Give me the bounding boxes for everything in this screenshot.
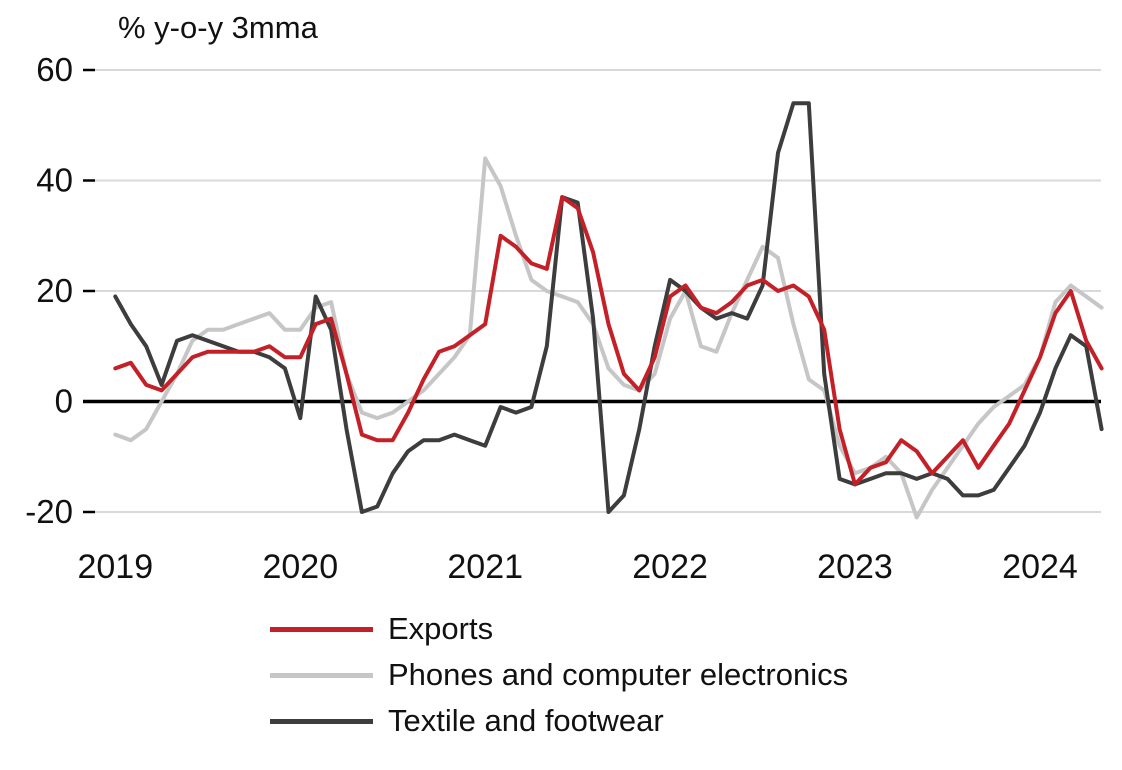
exports-line-swatch (270, 626, 373, 632)
chart-title: % y-o-y 3mma (118, 10, 318, 45)
x-axis-label-2020: 2020 (262, 548, 338, 586)
series-line-textile-and-footwear (113, 101, 1104, 514)
y-axis-label-40: 40 (36, 162, 73, 199)
y-axis-label-60: 60 (36, 51, 73, 88)
y-axis-label-20: 20 (36, 272, 73, 309)
series-line-exports (113, 195, 1104, 487)
series-line-phones-and-computer-electronics (113, 156, 1104, 520)
textile-footwear-line-swatch (270, 718, 373, 724)
legend-label-phones-electronics: Phones and computer electronics (388, 657, 849, 692)
y-axis-label-0: 0 (55, 383, 73, 420)
x-axis-label-2022: 2022 (632, 548, 708, 586)
x-axis-label-2019: 2019 (77, 548, 153, 586)
line-chart-canvas: -20 0 20 40 60 2019 2020 2021 2022 2023 2024 (25, 51, 1104, 586)
legend: Exports Phones and computer electronics … (270, 606, 848, 744)
phones-electronics-line-swatch (270, 672, 373, 678)
legend-label-exports: Exports (388, 611, 494, 646)
legend-item-phones-electronics: Phones and computer electronics (270, 652, 848, 698)
legend-item-exports: Exports (270, 606, 848, 652)
legend-item-textile-footwear: Textile and footwear (270, 698, 848, 744)
x-axis-label-2023: 2023 (817, 548, 893, 586)
x-axis-label-2024: 2024 (1002, 548, 1078, 586)
y-axis-label--20: -20 (25, 493, 73, 530)
x-axis-label-2021: 2021 (447, 548, 523, 586)
legend-label-textile-footwear: Textile and footwear (388, 703, 664, 738)
